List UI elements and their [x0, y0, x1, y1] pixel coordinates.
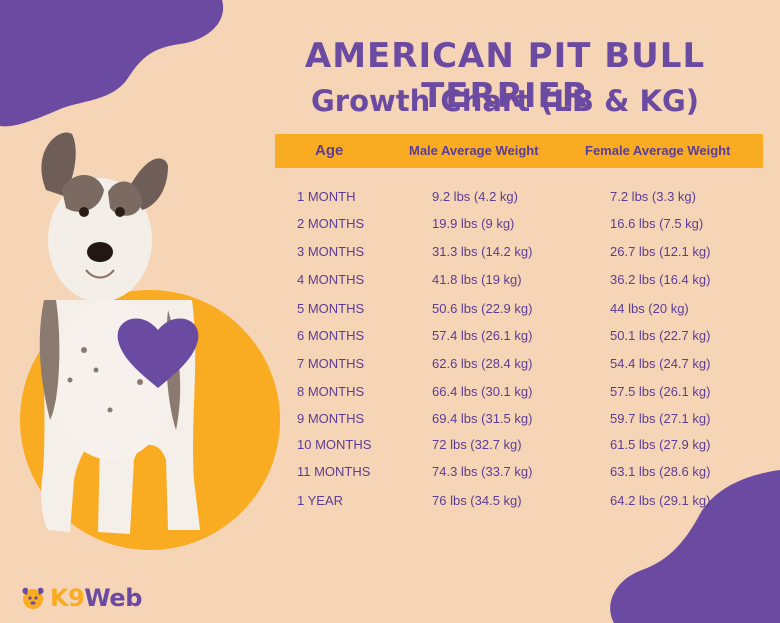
cell-female: 44 lbs (20 kg): [610, 301, 689, 316]
cell-age: 4 MONTHS: [297, 272, 365, 287]
cell-female: 63.1 lbs (28.6 kg): [610, 464, 711, 479]
cell-male: 76 lbs (34.5 kg): [432, 493, 522, 508]
chart-title: AMERICAN PIT BULL TERRIER: [304, 36, 706, 116]
table-row: 2 MONTHS 19.9 lbs (9 kg) 16.6 lbs (7.5 k…: [0, 216, 780, 236]
k9web-logo[interactable]: K9Web: [20, 583, 142, 613]
cell-male: 62.6 lbs (28.4 kg): [432, 356, 533, 371]
cell-male: 31.3 lbs (14.2 kg): [432, 244, 533, 259]
cell-male: 57.4 lbs (26.1 kg): [432, 328, 533, 343]
table-row: 3 MONTHS 31.3 lbs (14.2 kg) 26.7 lbs (12…: [0, 244, 780, 264]
cell-female: 61.5 lbs (27.9 kg): [610, 437, 711, 452]
chart-subtitle: Growth Chart (LB & KG): [310, 84, 700, 118]
table-row: 7 MONTHS 62.6 lbs (28.4 kg) 54.4 lbs (24…: [0, 356, 780, 376]
table-row: 11 MONTHS 74.3 lbs (33.7 kg) 63.1 lbs (2…: [0, 464, 780, 484]
cell-female: 26.7 lbs (12.1 kg): [610, 244, 711, 259]
col-header-male: Male Average Weight: [409, 143, 539, 158]
table-row: 4 MONTHS 41.8 lbs (19 kg) 36.2 lbs (16.4…: [0, 272, 780, 292]
logo-web: Web: [84, 584, 142, 612]
cell-age: 7 MONTHS: [297, 356, 365, 371]
cell-female: 54.4 lbs (24.7 kg): [610, 356, 711, 371]
cell-female: 16.6 lbs (7.5 kg): [610, 216, 704, 231]
table-row: 5 MONTHS 50.6 lbs (22.9 kg) 44 lbs (20 k…: [0, 301, 780, 321]
cell-female: 50.1 lbs (22.7 kg): [610, 328, 711, 343]
col-header-female: Female Average Weight: [585, 143, 731, 158]
cell-age: 9 MONTHS: [297, 411, 365, 426]
cell-age: 5 MONTHS: [297, 301, 365, 316]
cell-female: 64.2 lbs (29.1 kg): [610, 493, 711, 508]
cell-female: 7.2 lbs (3.3 kg): [610, 189, 696, 204]
cell-age: 10 MONTHS: [297, 437, 372, 452]
cell-age: 8 MONTHS: [297, 384, 365, 399]
cell-male: 69.4 lbs (31.5 kg): [432, 411, 533, 426]
table-row: 9 MONTHS 69.4 lbs (31.5 kg) 59.7 lbs (27…: [0, 411, 780, 431]
cell-male: 74.3 lbs (33.7 kg): [432, 464, 533, 479]
cell-male: 50.6 lbs (22.9 kg): [432, 301, 533, 316]
logo-k9: K9: [50, 584, 85, 612]
logo-dog-icon: [22, 587, 44, 609]
table-row: 10 MONTHS 72 lbs (32.7 kg) 61.5 lbs (27.…: [0, 437, 780, 457]
cell-age: 1 MONTH: [297, 189, 356, 204]
table-row: 6 MONTHS 57.4 lbs (26.1 kg) 50.1 lbs (22…: [0, 328, 780, 348]
cell-age: 3 MONTHS: [297, 244, 365, 259]
cell-female: 36.2 lbs (16.4 kg): [610, 272, 711, 287]
dog-illustration: [20, 132, 280, 550]
cell-female: 57.5 lbs (26.1 kg): [610, 384, 711, 399]
table-row: 8 MONTHS 66.4 lbs (30.1 kg) 57.5 lbs (26…: [0, 384, 780, 404]
cell-male: 41.8 lbs (19 kg): [432, 272, 522, 287]
cell-male: 72 lbs (32.7 kg): [432, 437, 522, 452]
cell-male: 9.2 lbs (4.2 kg): [432, 189, 518, 204]
table-header: Age Male Average Weight Female Average W…: [275, 134, 763, 168]
table-row: 1 YEAR 76 lbs (34.5 kg) 64.2 lbs (29.1 k…: [0, 493, 780, 513]
heart-icon: [117, 318, 199, 388]
table-row: 1 MONTH 9.2 lbs (4.2 kg) 7.2 lbs (3.3 kg…: [0, 189, 780, 209]
cell-age: 1 YEAR: [297, 493, 344, 508]
cell-male: 66.4 lbs (30.1 kg): [432, 384, 533, 399]
cell-age: 11 MONTHS: [297, 464, 371, 479]
top-left-blob: [0, 0, 224, 127]
cell-male: 19.9 lbs (9 kg): [432, 216, 515, 231]
cell-age: 2 MONTHS: [297, 216, 365, 231]
cell-female: 59.7 lbs (27.1 kg): [610, 411, 711, 426]
cell-age: 6 MONTHS: [297, 328, 365, 343]
bottom-right-blob: [610, 470, 780, 623]
col-header-age: Age: [315, 142, 344, 159]
